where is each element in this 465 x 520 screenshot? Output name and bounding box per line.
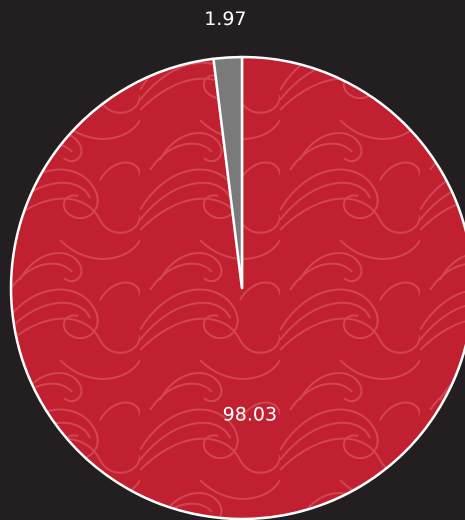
data-label: 98.03 (223, 403, 277, 425)
pie-slice (9, 55, 465, 520)
pie (9, 55, 465, 520)
pie-slice (212, 55, 244, 290)
data-label: 1.97 (204, 8, 246, 30)
labels: 98.03 1.97 (204, 8, 277, 425)
